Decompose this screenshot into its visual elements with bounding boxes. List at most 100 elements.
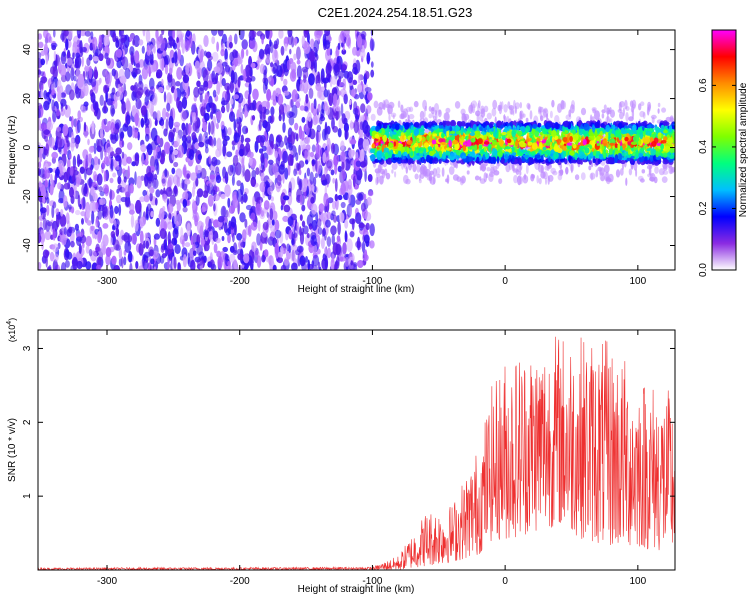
heatmap-cell	[226, 151, 233, 158]
heatmap-cell	[134, 154, 140, 167]
heatmap-cell	[40, 76, 48, 84]
heatmap-cell	[104, 52, 109, 60]
heatmap-cell	[49, 251, 55, 262]
heatmap-cell	[331, 234, 335, 245]
heatmap-cell	[301, 116, 306, 123]
heatmap-cell	[38, 102, 43, 110]
heatmap-cell	[287, 30, 293, 38]
heatmap-cell	[182, 126, 187, 139]
heatmap-cell	[349, 231, 355, 238]
heatmap-cell	[229, 111, 235, 122]
heatmap-cell	[184, 38, 189, 53]
heatmap-cell	[192, 186, 195, 198]
heatmap-cell	[138, 39, 144, 46]
heatmap-cell	[330, 142, 336, 154]
heatmap-cell	[522, 113, 526, 118]
heatmap-cell	[211, 51, 219, 62]
heatmap-cell	[105, 57, 111, 66]
heatmap-cell	[221, 78, 226, 87]
heatmap-cell	[269, 39, 272, 47]
heatmap-cell	[331, 253, 335, 263]
heatmap-cell	[313, 39, 319, 53]
heatmap-cell	[348, 261, 356, 270]
heatmap-cell	[120, 196, 127, 203]
heatmap-cell	[359, 48, 366, 59]
heatmap-cell	[355, 160, 362, 167]
heatmap-cell	[362, 120, 369, 134]
heatmap-cell	[324, 30, 330, 37]
heatmap-cell	[200, 106, 206, 117]
heatmap-cell	[388, 114, 391, 121]
heatmap-cell	[216, 41, 220, 52]
heatmap-cell	[82, 149, 89, 160]
heatmap-cell	[182, 206, 188, 213]
heatmap-cell	[545, 113, 549, 120]
heatmap-cell	[228, 41, 233, 49]
heatmap-cell	[342, 78, 347, 91]
heatmap-cell	[69, 166, 74, 177]
heatmap-cell	[53, 253, 59, 262]
heatmap-cell	[77, 110, 81, 120]
heatmap-cell	[241, 157, 245, 169]
heatmap-cell	[69, 153, 72, 160]
heatmap-cell	[95, 217, 99, 228]
heatmap-cell	[250, 62, 256, 69]
heatmap-cell	[216, 81, 221, 95]
heatmap-cell	[76, 119, 81, 133]
heatmap-cell	[135, 68, 141, 75]
heatmap-cell	[196, 80, 201, 88]
heatmap-cell	[488, 173, 494, 182]
heatmap-cell	[600, 175, 605, 182]
heatmap-cell	[173, 174, 180, 186]
heatmap-cell	[263, 69, 267, 82]
heatmap-cell	[550, 167, 556, 174]
heatmap-cell	[479, 176, 482, 181]
heatmap-cell	[45, 32, 52, 43]
heatmap-cell	[316, 248, 321, 255]
heatmap-cell	[547, 175, 550, 185]
heatmap-cell	[137, 87, 144, 96]
heatmap-cell	[115, 39, 120, 48]
heatmap-cell	[140, 105, 147, 116]
heatmap-cell	[210, 263, 217, 270]
heatmap-cell	[167, 231, 171, 245]
heatmap-cell	[96, 173, 103, 186]
heatmap-cell	[190, 259, 196, 270]
heatmap-cell	[236, 180, 242, 187]
heatmap-cell	[337, 194, 343, 201]
heatmap-cell	[343, 93, 348, 105]
heatmap-cell	[82, 196, 86, 210]
heatmap-cell	[152, 250, 159, 260]
heatmap-cell	[648, 166, 652, 176]
heatmap-cell	[480, 108, 486, 118]
heatmap-cell	[284, 104, 291, 113]
heatmap-cell	[400, 110, 407, 119]
heatmap-cell	[52, 259, 58, 270]
heatmap-cell	[405, 166, 408, 174]
heatmap-cell	[349, 218, 356, 225]
heatmap-cell	[173, 256, 177, 270]
heatmap-cell	[355, 212, 362, 225]
heatmap-cell	[153, 266, 157, 270]
heatmap-cell	[250, 221, 258, 231]
heatmap-cell	[149, 77, 155, 90]
heatmap-cell	[145, 109, 149, 121]
heatmap-cell	[619, 111, 624, 120]
heatmap-cell	[474, 130, 481, 138]
heatmap-cell	[316, 124, 321, 133]
heatmap-cell	[66, 251, 73, 260]
heatmap-cell	[182, 198, 188, 208]
heatmap-cell	[240, 48, 245, 60]
heatmap-cell	[293, 232, 298, 239]
heatmap-cell	[134, 82, 139, 94]
heatmap-cell	[461, 113, 467, 123]
heatmap-cell	[463, 113, 470, 121]
heatmap-cell	[424, 171, 429, 179]
heatmap-cell	[318, 203, 325, 213]
heatmap-cell	[70, 82, 75, 92]
heatmap-cell	[350, 120, 353, 131]
heatmap-cell	[154, 120, 158, 126]
heatmap-cell	[166, 102, 171, 112]
heatmap-cell	[167, 203, 174, 214]
heatmap-cell	[224, 184, 231, 198]
